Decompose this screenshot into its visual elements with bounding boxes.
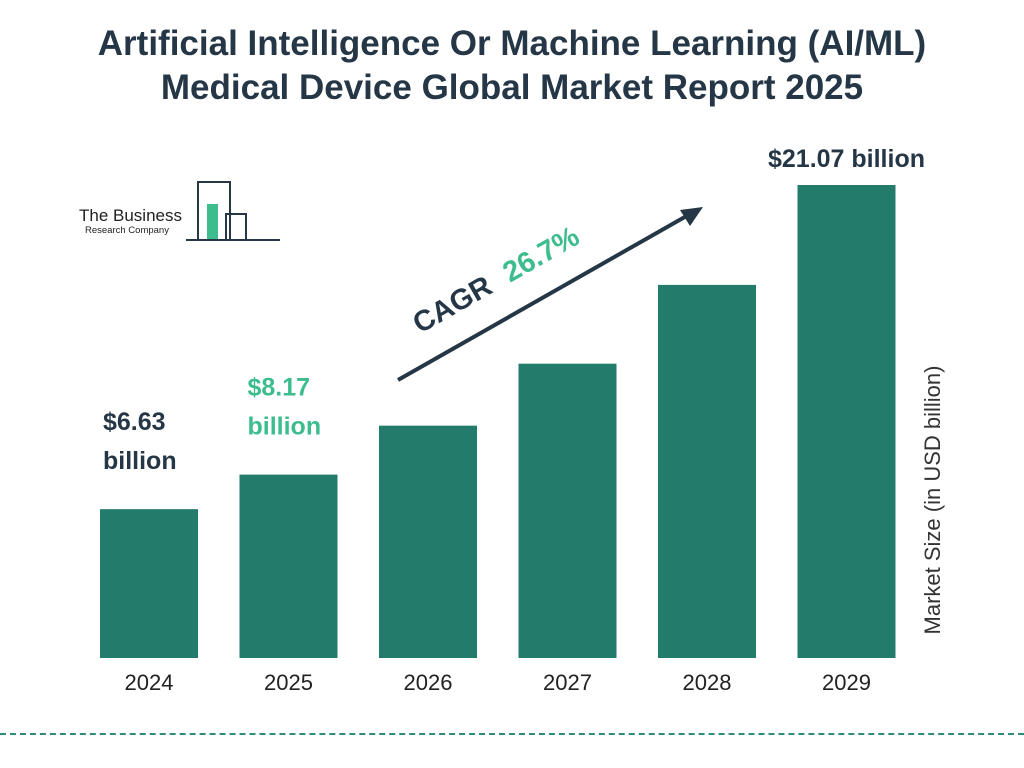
- bar-2025: [239, 474, 338, 658]
- bar-2029: [797, 185, 896, 658]
- data-label-2025-line-1: $8.17: [248, 374, 311, 402]
- x-tick-2025: 2025: [264, 670, 313, 695]
- bar-2028: [658, 284, 756, 658]
- data-label-2024-line-1: $6.63: [103, 408, 166, 436]
- bar-2027: [518, 363, 617, 658]
- logo-text-line-1: The Business: [79, 206, 182, 225]
- cagr-arrow-head-icon: [680, 207, 703, 226]
- x-tick-2024: 2024: [125, 670, 174, 695]
- x-tick-labels: 2024 2025 2026 2027 2028 2029: [125, 670, 871, 695]
- cagr-value: 26.7%: [498, 220, 585, 289]
- x-tick-2028: 2028: [683, 670, 732, 695]
- x-tick-2027: 2027: [543, 670, 592, 695]
- bar-2024: [100, 509, 198, 658]
- buildings-logo-icon: [186, 181, 280, 241]
- data-label-2025-line-2: billion: [248, 413, 322, 441]
- x-tick-2026: 2026: [404, 670, 453, 695]
- bars-group: [100, 185, 896, 658]
- chart-title-line-1: Artificial Intelligence Or Machine Learn…: [97, 24, 927, 63]
- logo-text-line-2: Research Company: [85, 225, 169, 236]
- chart-title-line-2: Medical Device Global Market Report 2025: [160, 68, 864, 107]
- data-labels: $6.63 billion $8.17 billion $21.07 billion: [103, 145, 925, 475]
- data-label-2024-line-2: billion: [103, 447, 177, 475]
- y-axis-label: Market Size (in USD billion): [920, 366, 945, 635]
- footer-divider: [0, 733, 1024, 735]
- data-label-2029-line-1: $21.07 billion: [768, 145, 925, 173]
- cagr-annotation: CAGR 26.7%: [397, 207, 703, 382]
- cagr-arrow-line: [397, 212, 691, 382]
- bar-2026: [379, 425, 477, 658]
- company-logo: The Business Research Company: [76, 180, 286, 246]
- x-tick-2029: 2029: [822, 670, 871, 695]
- chart-title: Artificial Intelligence Or Machine Learn…: [0, 22, 1024, 110]
